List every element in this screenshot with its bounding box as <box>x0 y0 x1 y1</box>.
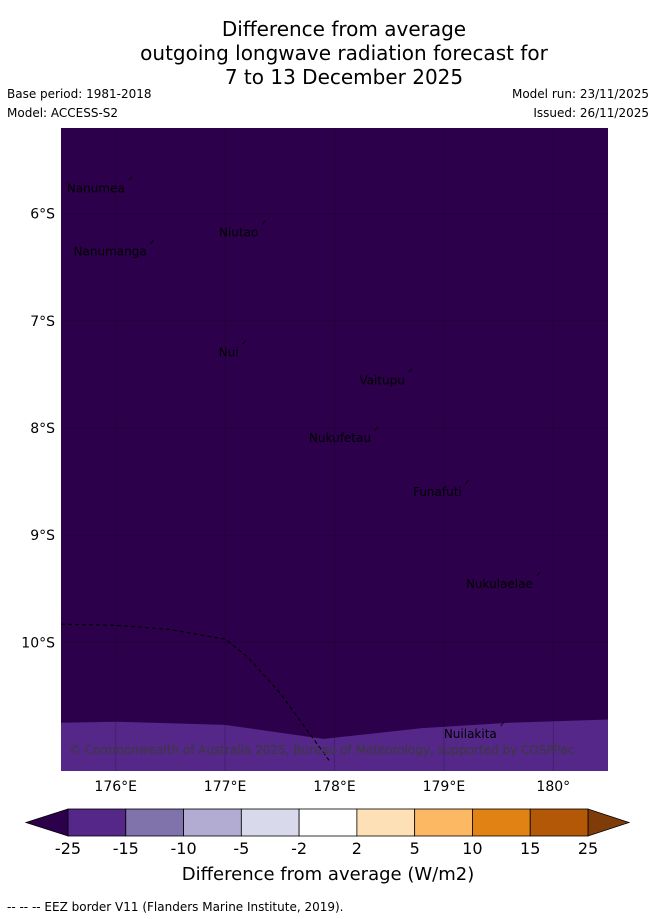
x-tick-label: 178°E <box>313 779 356 795</box>
colorbar-tick-label: 25 <box>578 839 598 858</box>
eez-border-line <box>61 623 330 761</box>
colorbar-tick-label: -10 <box>170 839 196 858</box>
place-tick <box>128 176 133 181</box>
colorbar-swatch <box>298 808 358 837</box>
y-tick-label: 7°S <box>30 314 55 330</box>
colorbar-tick-label: -2 <box>291 839 307 858</box>
chart-title-line-2: outgoing longwave radiation forecast for <box>140 41 548 65</box>
colorbar-tick-label: 15 <box>520 839 540 858</box>
place-label: Nuilakita <box>444 727 497 741</box>
colorbar-tick-label: -25 <box>55 839 81 858</box>
colorbar-swatch <box>529 808 589 837</box>
place-label: Nanumea <box>67 182 125 196</box>
chart-title-line-1: Difference from average <box>221 17 467 41</box>
eez-border-footnote: -- -- -- EEZ border V11 (Flanders Marine… <box>7 900 344 914</box>
colorbar-swatch <box>414 808 473 837</box>
base-period: Base period: 1981-2018 <box>7 87 152 101</box>
y-tick-label: 10°S <box>21 635 55 651</box>
place-label: Nui <box>219 345 239 359</box>
place-label: Nukufetau <box>309 431 371 445</box>
chart-title-line-3: 7 to 13 December 2025 <box>224 65 464 89</box>
model-run-date: Model run: 23/11/2025 <box>511 87 649 101</box>
copyright-text: © Commonwealth of Australia 2025, Bureau… <box>69 743 574 757</box>
field-below-minus-25 <box>61 128 608 771</box>
y-tick-label: 6°S <box>30 207 55 223</box>
x-tick-label: 176°E <box>94 779 137 795</box>
place-tick <box>500 721 505 727</box>
colorbar-tick-label: -5 <box>233 839 249 858</box>
y-tick-label: 8°S <box>30 421 55 437</box>
colorbar-swatch <box>356 808 416 837</box>
x-tick-label: 179°E <box>423 779 466 795</box>
x-tick-label: 177°E <box>204 779 247 795</box>
colorbar-swatch <box>240 808 300 837</box>
place-label: Niutao <box>219 225 258 239</box>
colorbar-swatch <box>183 808 242 837</box>
place-label: Vaitupu <box>359 373 405 387</box>
place-tick <box>408 368 413 373</box>
colorbar-title: Difference from average (W/m2) <box>182 864 474 885</box>
place-tick <box>465 479 470 485</box>
colorbar-tick-label: -15 <box>113 839 139 858</box>
colorbar-tick-label: 5 <box>410 839 420 858</box>
colorbar-swatch <box>472 808 531 837</box>
x-tick-label: 180° <box>536 779 570 795</box>
place-tick <box>536 571 541 577</box>
place-label: Nanumanga <box>74 245 147 259</box>
place-tick <box>261 220 266 225</box>
colorbar-over-arrow <box>587 808 631 837</box>
colorbar-tick-label: 10 <box>462 839 482 858</box>
place-label: Funafuti <box>413 485 462 499</box>
place-tick <box>242 340 246 345</box>
place-label: Nukulaelae <box>466 577 533 591</box>
colorbar-under-arrow <box>24 808 69 837</box>
colorbar-tick-label: 2 <box>352 839 362 858</box>
place-tick <box>374 425 379 431</box>
colorbar-swatch <box>67 808 127 837</box>
place-tick <box>150 239 155 244</box>
colorbar-swatch <box>125 808 184 837</box>
field-minus-25-to-minus-15 <box>61 719 608 771</box>
issued-date: Issued: 26/11/2025 <box>533 106 649 120</box>
model-name: Model: ACCESS-S2 <box>7 106 119 120</box>
forecast-map: Nanumea Niutao Nanumanga Nui Vaitupu Nukufeta… <box>21 128 631 885</box>
y-tick-label: 9°S <box>30 528 55 544</box>
